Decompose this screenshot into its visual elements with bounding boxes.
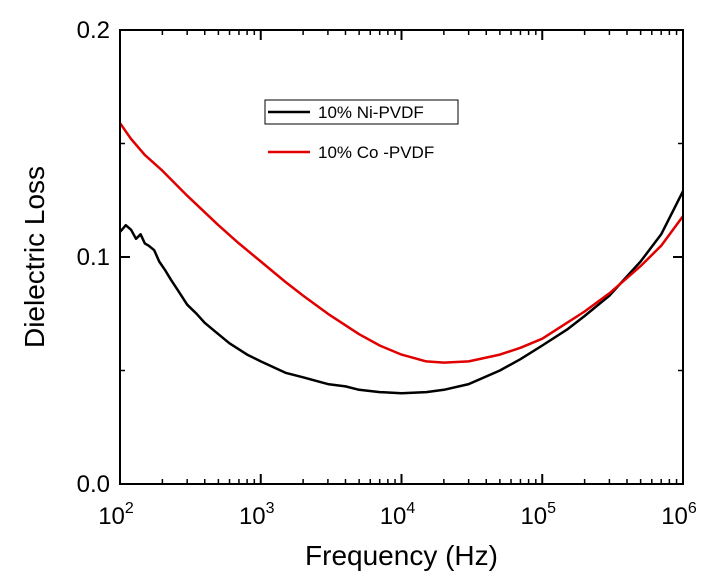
legend-entry-box (264, 99, 459, 125)
y-tick-label: 0.0 (77, 471, 110, 498)
plot-frame (119, 29, 684, 485)
series-layer (118, 122, 685, 395)
x-tick-label: 104 (380, 500, 416, 530)
x-axis-title: Frequency (Hz) (305, 540, 498, 571)
x-tick-label: 103 (239, 500, 275, 530)
x-tick-label: 106 (661, 500, 697, 530)
legend-label-2: 10% Co -PVDF (318, 143, 434, 162)
legend: 10% Ni-PVDF 10% Co -PVDF (264, 99, 459, 162)
ticks-layer: 102 103 104 105 106 0.0 0.1 0.2 (77, 17, 697, 530)
series-line-2 (118, 122, 685, 364)
y-tick-label: 0.2 (77, 17, 110, 44)
series-line-1 (119, 190, 685, 395)
y-tick-label: 0.1 (77, 244, 110, 271)
legend-label-1: 10% Ni-PVDF (318, 103, 424, 122)
y-axis-title: Dielectric Loss (19, 166, 50, 348)
x-tick-label: 102 (98, 500, 134, 530)
x-tick-label: 105 (520, 500, 556, 530)
